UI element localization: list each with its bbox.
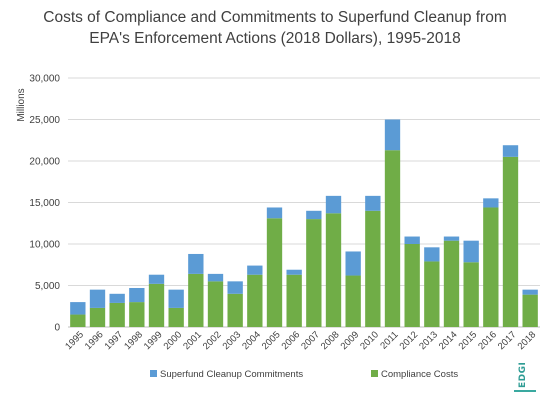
x-tick-label: 2007	[299, 329, 322, 352]
bar-superfund-cleanup-1998	[129, 287, 145, 303]
bar-superfund-cleanup-1999	[148, 274, 165, 284]
x-tick-label: 2011	[378, 329, 400, 351]
x-tick-label: 1998	[122, 329, 145, 352]
bar-superfund-cleanup-2007	[306, 210, 322, 220]
edgi-logo-text: EDGI	[518, 361, 528, 388]
x-tick-label: 2004	[240, 329, 263, 352]
bar-compliance-costs-1995	[70, 314, 86, 327]
bar-compliance-costs-2010	[365, 210, 381, 327]
x-tick-label: 2001	[181, 329, 204, 352]
bar-compliance-costs-2002	[207, 281, 224, 327]
x-tick-label: 2014	[437, 329, 460, 352]
x-tick-label: 2003	[221, 329, 244, 352]
x-tick-label: 2012	[398, 329, 421, 352]
bar-superfund-cleanup-2006	[286, 269, 302, 275]
bar-superfund-cleanup-2009	[345, 251, 361, 276]
bar-superfund-cleanup-2002	[207, 273, 224, 282]
chart-title-line-2: EPA's Enforcement Actions (2018 Dollars)…	[89, 30, 461, 47]
bar-superfund-cleanup-2008	[325, 195, 342, 214]
legend-swatch	[371, 370, 378, 377]
x-tick-label: 2017	[496, 329, 519, 352]
bar-superfund-cleanup-2003	[227, 281, 243, 294]
bar-superfund-cleanup-2017	[502, 145, 519, 157]
bar-compliance-costs-2001	[188, 273, 204, 327]
y-tick-label: 5,000	[35, 281, 60, 292]
legend: Superfund Cleanup Commitments Compliance …	[150, 369, 458, 380]
bar-superfund-cleanup-2011	[384, 119, 401, 151]
x-tick-label: 2005	[260, 329, 283, 352]
y-tick-label: 30,000	[29, 74, 60, 85]
legend-label: Superfund Cleanup Commitments	[160, 369, 303, 380]
x-tick-label: 1997	[103, 329, 126, 352]
bar-superfund-cleanup-1995	[70, 302, 86, 315]
y-axis-label: Millions	[16, 88, 27, 121]
x-tick-label: 2013	[417, 329, 440, 352]
x-tick-label: 2018	[516, 329, 539, 352]
bar-compliance-costs-2009	[345, 275, 361, 327]
bar-compliance-costs-2003	[227, 293, 243, 327]
bar-superfund-cleanup-2014	[443, 236, 460, 241]
bar-compliance-costs-2006	[286, 274, 302, 327]
bar-compliance-costs-1998	[129, 302, 145, 327]
legend-item: Compliance Costs	[371, 369, 458, 380]
bar-superfund-cleanup-2016	[483, 198, 499, 208]
y-tick-label: 25,000	[29, 115, 60, 126]
bar-superfund-cleanup-2015	[463, 240, 479, 263]
bar-compliance-costs-2005	[266, 218, 283, 327]
bar-superfund-cleanup-1996	[89, 289, 106, 308]
bar-compliance-costs-1996	[89, 307, 106, 327]
bar-compliance-costs-2011	[384, 150, 401, 327]
bar-superfund-cleanup-2001	[188, 253, 204, 274]
chart-title-line-1: Costs of Compliance and Commitments to S…	[43, 9, 507, 26]
bar-compliance-costs-2016	[483, 207, 499, 327]
bar-compliance-costs-2008	[325, 213, 342, 327]
x-tick-label: 2015	[457, 329, 480, 352]
y-tick-label: 20,000	[29, 157, 60, 168]
gridlines	[68, 77, 540, 328]
bar-superfund-cleanup-2004	[247, 265, 263, 275]
legend-label: Compliance Costs	[381, 369, 458, 380]
bar-compliance-costs-2018	[522, 294, 538, 327]
bar-superfund-cleanup-2005	[266, 207, 283, 219]
bar-compliance-costs-2000	[168, 307, 184, 327]
bars	[70, 119, 538, 327]
bar-compliance-costs-2017	[502, 156, 519, 327]
bar-superfund-cleanup-2010	[365, 195, 381, 211]
y-tick-label: 10,000	[29, 240, 60, 251]
bar-superfund-cleanup-2018	[522, 289, 538, 295]
x-tick-label: 2002	[201, 329, 224, 352]
y-tick-label: 0	[54, 323, 60, 334]
x-tick-label: 2008	[319, 329, 342, 352]
x-tick-label: 2006	[280, 329, 303, 352]
x-tick-labels: 1995199619971998199920002001200220032004…	[63, 329, 538, 352]
bar-compliance-costs-2007	[306, 219, 322, 327]
x-tick-label: 2010	[358, 329, 381, 352]
bar-compliance-costs-1999	[148, 283, 165, 327]
bar-superfund-cleanup-2012	[404, 236, 420, 244]
bar-compliance-costs-2013	[424, 261, 440, 327]
x-tick-label: 1999	[142, 329, 165, 352]
x-tick-label: 2000	[162, 329, 185, 352]
edgi-logo: EDGI	[514, 362, 536, 392]
bar-compliance-costs-2012	[404, 244, 420, 327]
legend-item: Superfund Cleanup Commitments	[150, 369, 303, 380]
bar-compliance-costs-2014	[443, 240, 460, 327]
bar-superfund-cleanup-1997	[109, 293, 125, 303]
bar-compliance-costs-1997	[109, 302, 125, 327]
x-tick-label: 1996	[83, 329, 106, 352]
bar-superfund-cleanup-2013	[424, 247, 440, 262]
bar-compliance-costs-2015	[463, 262, 479, 327]
legend-swatch	[150, 370, 157, 377]
bar-superfund-cleanup-2000	[168, 289, 184, 308]
bar-compliance-costs-2004	[247, 274, 263, 327]
y-tick-label: 15,000	[29, 198, 60, 209]
x-tick-label: 2016	[476, 329, 499, 352]
y-tick-labels: 0 5,000 10,000 15,000 20,000 25,000 30,000	[29, 74, 60, 334]
x-tick-label: 2009	[339, 329, 362, 352]
x-tick-label: 1995	[63, 329, 86, 352]
